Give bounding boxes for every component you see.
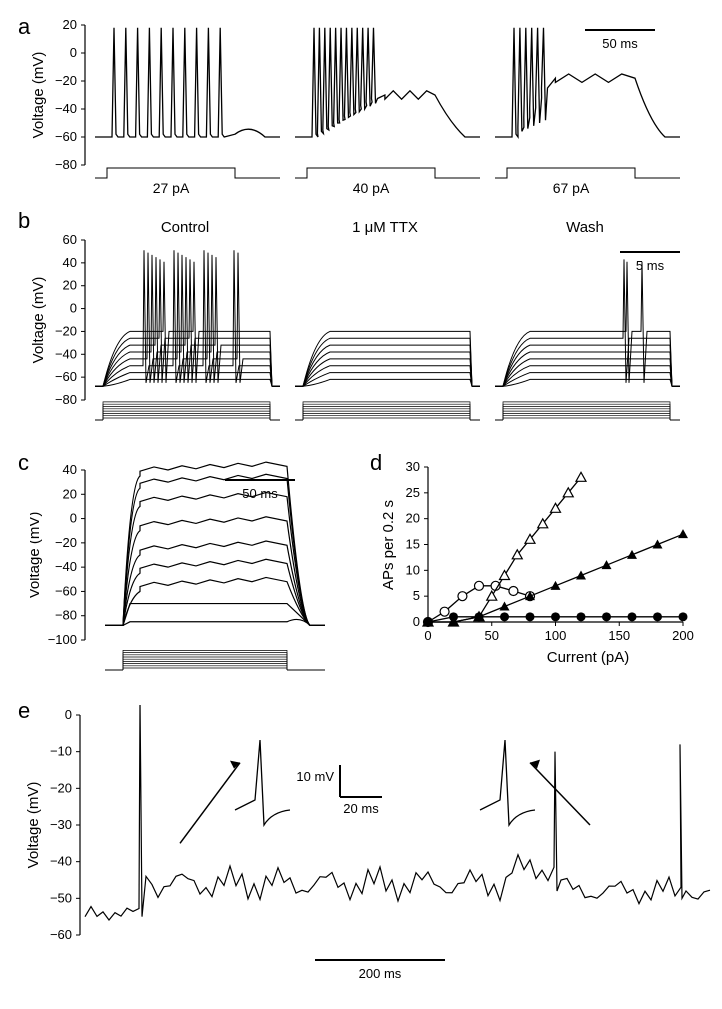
- svg-text:0: 0: [424, 628, 431, 643]
- svg-text:27 pA: 27 pA: [153, 180, 190, 196]
- svg-text:0: 0: [413, 614, 420, 629]
- panel-b-svg: 60 40 20 0 −20 −40 −60 −80 Voltage (mV) Control…: [30, 210, 710, 440]
- panel-c-label: c: [18, 450, 29, 476]
- panel-a-svg: 20 0 −20 −40 −60 −80 Voltage (mV) 27 pA 4…: [30, 10, 710, 200]
- svg-text:5: 5: [413, 588, 420, 603]
- svg-text:50: 50: [485, 628, 499, 643]
- a-ytick: −40: [55, 101, 77, 116]
- svg-text:−50: −50: [50, 890, 72, 905]
- svg-text:−40: −40: [55, 559, 77, 574]
- svg-text:67 pA: 67 pA: [553, 180, 590, 196]
- panel-b-label: b: [18, 208, 30, 234]
- svg-text:−20: −20: [55, 323, 77, 338]
- a-ytick: −80: [55, 157, 77, 172]
- svg-text:40: 40: [63, 255, 77, 270]
- svg-text:20: 20: [406, 511, 420, 526]
- panel-e-svg: 0−10−20−30−40−50−60 Voltage (mV) 200 ms …: [25, 705, 715, 995]
- b-ylabel: Voltage (mV): [30, 277, 47, 364]
- a-scalebar-label: 50 ms: [602, 36, 638, 51]
- svg-text:60: 60: [63, 232, 77, 247]
- svg-text:30: 30: [406, 459, 420, 474]
- panel-a-label: a: [18, 14, 30, 40]
- svg-text:0: 0: [70, 511, 77, 526]
- svg-text:−30: −30: [50, 817, 72, 832]
- a-ytick: 0: [70, 45, 77, 60]
- svg-text:10: 10: [406, 562, 420, 577]
- svg-text:200: 200: [672, 628, 694, 643]
- b-title-0: Control: [161, 219, 209, 236]
- figure-root: a 20 0 −20 −40 −60 −80 Voltage (mV) 27 p…: [10, 10, 712, 999]
- e-timebar-label: 200 ms: [359, 966, 402, 981]
- svg-text:−60: −60: [55, 583, 77, 598]
- svg-text:−40: −40: [50, 854, 72, 869]
- b-title-2: Wash: [566, 219, 604, 236]
- svg-text:15: 15: [406, 537, 420, 552]
- d-ylabel: APs per 0.2 s: [380, 500, 397, 590]
- svg-text:−60: −60: [50, 927, 72, 942]
- svg-text:−80: −80: [55, 392, 77, 407]
- a-ytick: 20: [63, 17, 77, 32]
- svg-text:150: 150: [608, 628, 630, 643]
- a-ytick: −60: [55, 129, 77, 144]
- svg-text:−10: −10: [50, 744, 72, 759]
- svg-text:−20: −20: [55, 535, 77, 550]
- e-ylabel: Voltage (mV): [25, 782, 42, 869]
- b-scalebar-label: 5 ms: [636, 258, 665, 273]
- svg-text:−80: −80: [55, 608, 77, 623]
- b-title-1: 1 μM TTX: [352, 219, 418, 236]
- e-inset-h: 20 ms: [343, 801, 379, 816]
- svg-text:−100: −100: [48, 632, 77, 647]
- svg-text:−40: −40: [55, 346, 77, 361]
- svg-text:0: 0: [70, 301, 77, 316]
- panel-c-svg: 40200−20−40−60−80−100 Voltage (mV) 50 ms: [30, 455, 370, 685]
- svg-text:20: 20: [63, 278, 77, 293]
- svg-text:40 pA: 40 pA: [353, 180, 390, 196]
- a-ylabel: Voltage (mV): [30, 52, 47, 139]
- svg-text:−60: −60: [55, 369, 77, 384]
- panel-d-svg: 051015202530 050100150200 APs per 0.2 s …: [380, 455, 710, 685]
- e-inset-v: 10 mV: [296, 769, 334, 784]
- svg-text:0: 0: [65, 707, 72, 722]
- svg-text:40: 40: [63, 462, 77, 477]
- svg-text:−20: −20: [50, 780, 72, 795]
- c-ylabel: Voltage (mV): [30, 512, 43, 599]
- svg-text:25: 25: [406, 485, 420, 500]
- svg-text:100: 100: [545, 628, 567, 643]
- svg-text:20: 20: [63, 486, 77, 501]
- a-ytick: −20: [55, 73, 77, 88]
- d-xlabel: Current (pA): [547, 649, 630, 666]
